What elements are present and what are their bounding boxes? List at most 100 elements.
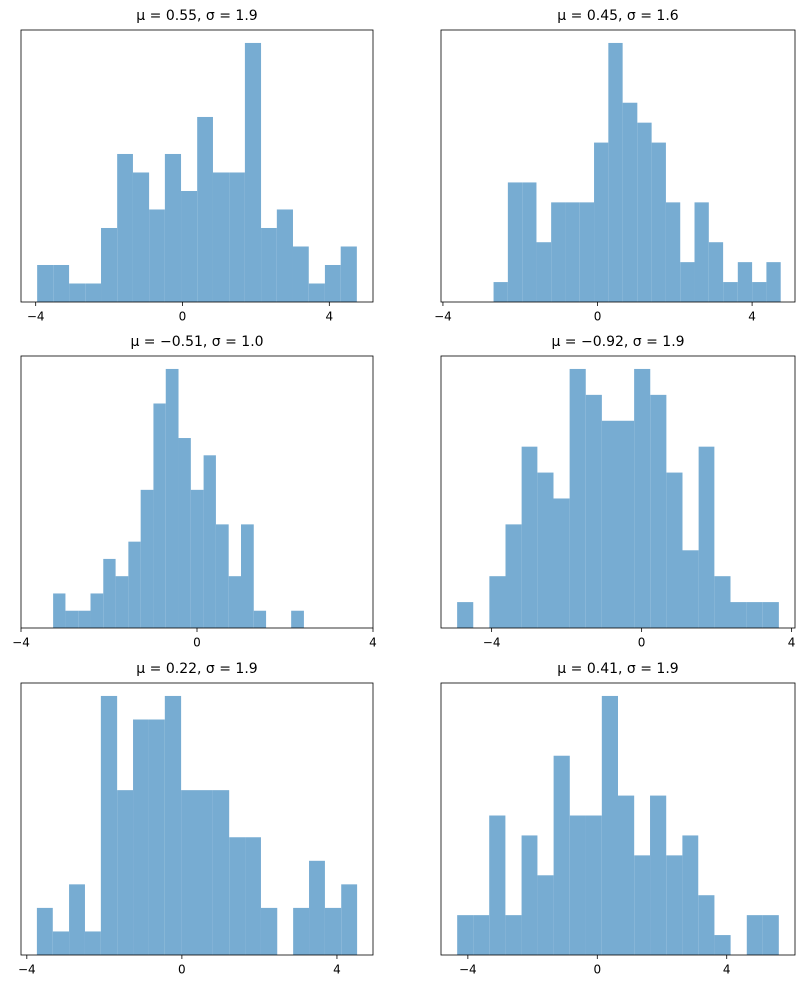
bar [197, 790, 213, 955]
bar [117, 153, 133, 302]
bar [78, 610, 91, 628]
bar [149, 209, 165, 302]
bar [164, 153, 182, 302]
bar [65, 610, 79, 628]
subplot-title: μ = 0.22, σ = 1.9 [136, 661, 257, 677]
bar [457, 602, 474, 628]
bar [553, 755, 570, 955]
bar [565, 202, 580, 302]
bar [53, 593, 66, 628]
bar [276, 209, 293, 302]
bar [128, 541, 141, 628]
bar [650, 394, 667, 628]
bar [457, 915, 474, 955]
bar [101, 227, 118, 302]
bar [212, 790, 230, 955]
x-tick-label: −4 [12, 636, 30, 650]
bar [489, 815, 506, 955]
x-tick-label: 4 [369, 636, 377, 650]
subplot-title: μ = −0.51, σ = 1.0 [130, 334, 263, 350]
bar [714, 935, 731, 955]
bar [489, 576, 506, 628]
bar [585, 394, 602, 628]
bar [723, 282, 738, 302]
bar [84, 931, 101, 955]
bar [551, 202, 566, 302]
bar [115, 576, 129, 628]
bar [308, 283, 325, 302]
bar [553, 498, 570, 628]
bar [293, 907, 310, 955]
bar [637, 122, 652, 303]
bar [537, 472, 554, 628]
axes-frame [20, 29, 374, 303]
bar [473, 915, 490, 955]
bar [100, 695, 118, 955]
bar [117, 790, 134, 955]
bar [766, 262, 781, 302]
bar [229, 837, 246, 955]
bar [153, 403, 166, 628]
x-tick-label: −4 [18, 963, 36, 977]
bar [165, 368, 179, 628]
bar [178, 438, 191, 628]
bar [579, 202, 595, 302]
bar [197, 116, 213, 302]
bar [228, 576, 241, 628]
bar [666, 855, 683, 955]
bar [493, 282, 508, 302]
bar [650, 795, 667, 955]
bar [569, 815, 586, 955]
bar [737, 262, 753, 302]
bar [291, 610, 304, 628]
bar [708, 242, 724, 302]
bar [536, 242, 552, 302]
bar [190, 489, 204, 628]
axes-frame [20, 682, 374, 956]
bar [618, 420, 635, 628]
bar [36, 907, 53, 955]
bar [762, 915, 779, 955]
axes-frame [440, 29, 796, 303]
bar [730, 602, 747, 628]
x-tick-label: −4 [434, 310, 452, 324]
bar [90, 593, 104, 628]
bar [569, 368, 586, 628]
x-tick-label: 0 [178, 963, 186, 977]
bar [651, 142, 666, 302]
bar [521, 835, 538, 955]
bar [241, 524, 254, 628]
bar [694, 202, 709, 302]
bar [752, 282, 767, 302]
bar [53, 264, 70, 302]
bar [585, 815, 602, 955]
subplot-title: μ = 0.55, σ = 1.9 [136, 8, 257, 24]
axes-frame [440, 682, 796, 956]
axes-frame [440, 355, 796, 629]
bar [622, 102, 638, 302]
bar [746, 602, 763, 628]
x-tick-label: 0 [593, 963, 601, 977]
x-tick-label: 4 [333, 963, 341, 977]
x-tick-label: 4 [748, 310, 756, 324]
bar [309, 860, 325, 955]
bar [181, 790, 197, 955]
bar [537, 875, 554, 955]
bar [181, 190, 198, 302]
x-tick-label: 0 [193, 636, 201, 650]
bar [601, 695, 618, 955]
x-tick-label: 0 [594, 310, 602, 324]
bar [682, 835, 699, 955]
x-tick-label: 4 [788, 636, 796, 650]
bar [507, 182, 523, 302]
bar [340, 246, 357, 302]
bar [133, 719, 149, 955]
bar [594, 142, 609, 302]
bar [698, 446, 715, 628]
bar [601, 420, 618, 628]
bar [215, 524, 229, 628]
bar [140, 489, 154, 628]
bar [52, 931, 70, 955]
bar [505, 915, 522, 955]
bar [665, 202, 681, 302]
